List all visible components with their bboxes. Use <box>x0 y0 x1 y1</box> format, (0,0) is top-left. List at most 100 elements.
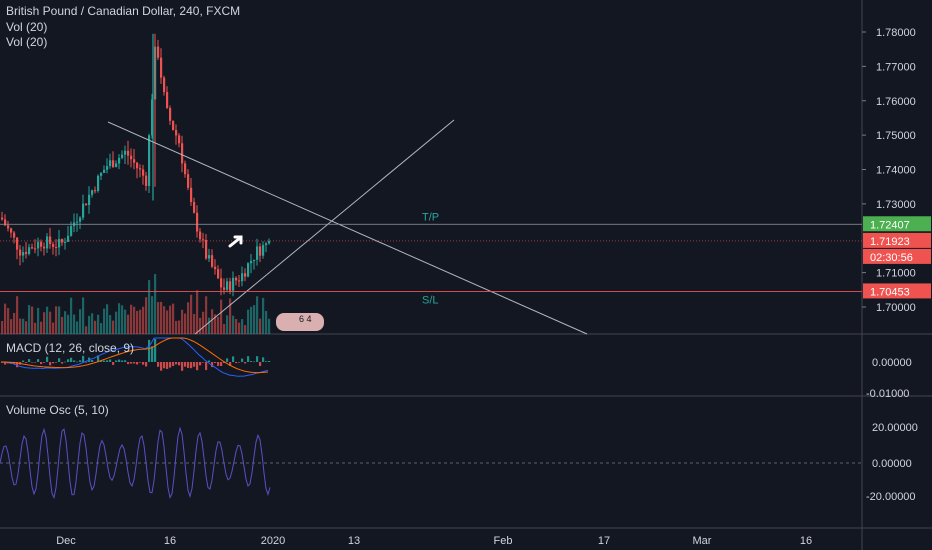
candle-body <box>43 246 46 249</box>
macd-histogram-bar <box>127 362 130 365</box>
macd-histogram-bar <box>265 361 268 362</box>
macd-histogram-bar <box>178 362 181 366</box>
candle-body <box>148 135 151 186</box>
volume-bar <box>259 318 262 334</box>
volume-bar <box>16 296 19 334</box>
macd-histogram-bar <box>112 362 115 365</box>
candle-body <box>40 241 43 247</box>
volume-bar <box>190 294 193 334</box>
volume-bar <box>103 308 106 334</box>
price-axis[interactable]: 1.78000 1.77000 1.76000 1.75000 1.74000 1.730… <box>862 27 931 314</box>
candle-body <box>25 252 28 254</box>
volume-bar <box>82 297 85 334</box>
trend-lines[interactable] <box>0 119 862 335</box>
volume-bar <box>34 322 37 334</box>
volume-bar <box>157 302 160 334</box>
volume-bar <box>208 317 211 334</box>
volume-bar <box>52 322 55 334</box>
candle-body <box>67 235 70 242</box>
volume-bar <box>268 318 271 334</box>
volume-bar <box>241 319 244 334</box>
macd-histogram-bar <box>166 362 169 369</box>
macd-histogram-bar <box>223 362 226 363</box>
candle-body <box>178 135 181 144</box>
volume-bar <box>193 313 196 334</box>
candle-body <box>211 255 214 267</box>
macd-histogram-bar <box>229 362 232 367</box>
macd-histogram-bar <box>55 362 58 363</box>
candle-body <box>223 287 226 290</box>
candle-body <box>109 160 112 167</box>
candle-body <box>64 241 67 243</box>
candle-body <box>127 150 130 156</box>
candle-body <box>157 46 160 58</box>
macd-histogram-bar <box>241 358 244 362</box>
macd-histogram-bar <box>217 362 220 366</box>
candle-body <box>106 166 109 170</box>
candle-body <box>259 246 262 256</box>
macd-histogram-bar <box>85 362 88 363</box>
candle-body <box>85 203 88 205</box>
candle-body <box>7 225 10 229</box>
candle-body <box>196 212 199 232</box>
macd-histogram-bar <box>115 360 118 362</box>
price-tick-label: 1.78000 <box>876 27 916 39</box>
candle-body <box>103 169 106 173</box>
macd-histogram-bar <box>121 360 124 362</box>
volume-bar <box>61 316 64 334</box>
volume-bar <box>64 311 67 334</box>
volume-bar <box>97 314 100 334</box>
macd-histogram-bar <box>163 362 166 369</box>
candle-body <box>181 143 184 164</box>
price-tick-label: 1.71000 <box>876 268 916 280</box>
macd-histogram-bar <box>22 360 25 362</box>
macd-histogram-bar <box>184 362 187 367</box>
macd-histogram-bar <box>133 362 136 364</box>
macd-legend: MACD (12, 26, close, 9) <box>6 341 135 355</box>
volume-bar <box>118 303 121 334</box>
volume-bar <box>178 320 181 334</box>
macd-histogram-bar <box>118 359 121 362</box>
candle-body <box>175 130 178 136</box>
event-badge <box>276 313 324 331</box>
volume-bar <box>196 290 199 334</box>
macd-histogram-bar <box>124 360 127 362</box>
volume-bar <box>160 301 163 334</box>
volume-osc-legend: Volume Osc (5, 10) <box>6 403 109 417</box>
signal-line <box>0 337 269 374</box>
volume-bar <box>55 306 58 334</box>
candle-body <box>88 194 91 205</box>
volume-bar <box>91 313 94 334</box>
volume-bar <box>76 321 79 334</box>
vol-legend-1: Vol (20) <box>6 20 48 34</box>
volume-bar <box>169 305 172 334</box>
price-tick-label: 1.77000 <box>876 61 916 73</box>
event-badge-text: 6 4 <box>299 314 312 324</box>
price-tick-label: 1.75000 <box>876 130 916 142</box>
arrow-up-right-icon <box>228 235 243 248</box>
volume-bar <box>7 308 10 334</box>
candle-body <box>232 277 235 291</box>
macd-pane: 0.00000 -0.01000 <box>0 337 912 400</box>
candle-body <box>31 247 34 249</box>
price-tag-label: 02:30:56 <box>870 252 913 264</box>
macd-histogram-bar <box>256 356 259 362</box>
volume-bar <box>79 309 82 334</box>
volume-bar <box>58 306 61 334</box>
time-tick-label: Mar <box>693 535 712 547</box>
candle-body <box>76 221 79 223</box>
macd-histogram-bar <box>172 362 175 367</box>
candle-body <box>145 175 148 186</box>
candle-body <box>1 217 4 220</box>
macd-histogram-bar <box>70 357 73 362</box>
macd-histogram-bar <box>226 358 229 362</box>
candle-body <box>172 120 175 131</box>
time-axis[interactable]: Dec 16 2020 13 Feb 17 Mar 16 <box>56 535 812 547</box>
macd-tick-label: -0.01000 <box>866 388 909 400</box>
macd-histogram-bar <box>49 362 52 366</box>
candle-body <box>58 238 61 248</box>
macd-histogram-bar <box>211 362 214 368</box>
candle-body <box>70 226 73 236</box>
